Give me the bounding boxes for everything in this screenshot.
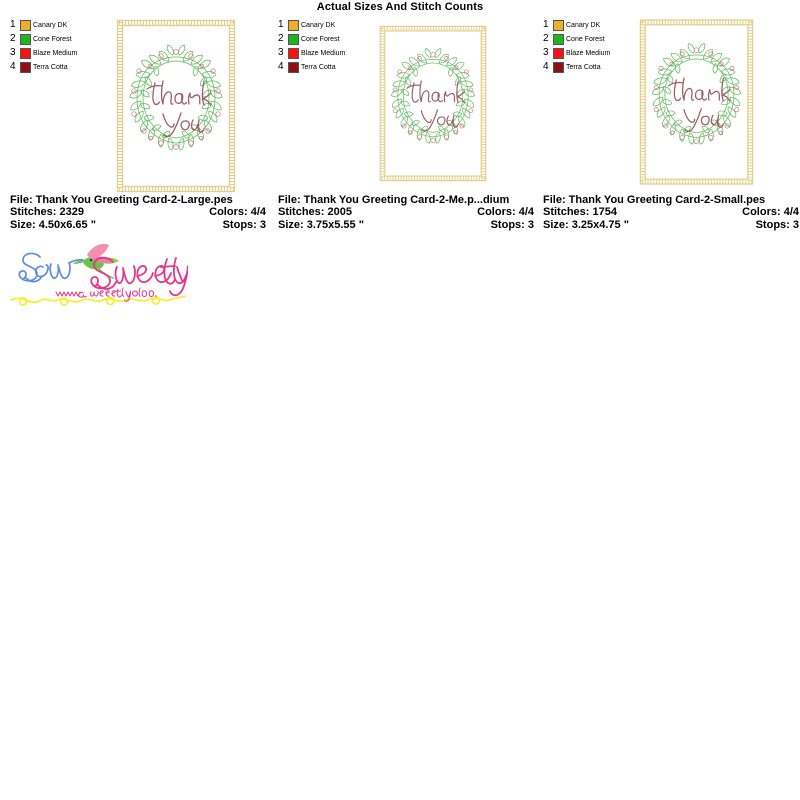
design-info-medium: File: Thank You Greeting Card-2-Me.p...d…	[278, 194, 534, 231]
design-info-small: File: Thank You Greeting Card-2-Small.pe…	[543, 194, 799, 231]
legend-label: Terra Cotta	[566, 63, 601, 71]
design-colors: Colors: 4/4	[477, 206, 534, 219]
design-stitches-colors: Stitches: 2329 Colors: 4/4	[10, 206, 266, 218]
design-file-name: File: Thank You Greeting Card-2-Large.pe…	[10, 194, 233, 206]
legend-swatch-canary-dk	[288, 19, 299, 31]
legend-row: 4 Terra Cotta	[278, 60, 368, 74]
design-stitches: Stitches: 2329	[10, 206, 84, 219]
design-file-name: File: Thank You Greeting Card-2-Small.pe…	[543, 194, 766, 206]
legend-row: 3 Blaze Medium	[543, 46, 633, 60]
design-file-name: File: Thank You Greeting Card-2-Me.p...d…	[278, 194, 510, 206]
legend-index: 2	[10, 33, 16, 44]
design-colors: Colors: 4/4	[742, 206, 799, 219]
legend-index: 3	[10, 47, 16, 58]
legend-swatch-terra-cotta	[288, 61, 299, 73]
embroidery-artwork	[115, 18, 237, 194]
legend-index: 1	[278, 19, 284, 30]
logo-bird-icon	[73, 244, 119, 279]
legend-row: 1 Canary DK	[10, 18, 100, 32]
color-legend: 1 Canary DK 2 Cone Forest 3 Blaze Medium…	[278, 18, 368, 74]
legend-label: Blaze Medium	[301, 49, 346, 57]
logo-word-sew	[18, 252, 84, 283]
legend-label: Cone Forest	[301, 35, 340, 43]
design-preview-large	[115, 18, 237, 194]
design-size: Size: 3.75x5.55 "	[278, 218, 364, 231]
legend-swatch-cone-forest	[553, 33, 564, 45]
legend-label: Cone Forest	[33, 35, 72, 43]
design-size-stops: Size: 3.25x4.75 " Stops: 3	[543, 219, 799, 231]
page-title: Actual Sizes And Stitch Counts	[316, 1, 484, 13]
design-stitches-colors: Stitches: 1754 Colors: 4/4	[543, 206, 799, 218]
legend-swatch-terra-cotta	[553, 61, 564, 73]
legend-row: 4 Terra Cotta	[543, 60, 633, 74]
legend-row: 1 Canary DK	[278, 18, 368, 32]
logo-word-sweetly	[90, 256, 188, 297]
color-legend: 1 Canary DK 2 Cone Forest 3 Blaze Medium…	[543, 18, 633, 74]
legend-row: 3 Blaze Medium	[278, 46, 368, 60]
design-size: Size: 4.50x6.65 "	[10, 218, 96, 231]
legend-swatch-blaze-medium	[288, 47, 299, 59]
design-stops: Stops: 3	[222, 218, 266, 231]
design-stitches-colors: Stitches: 2005 Colors: 4/4	[278, 206, 534, 218]
legend-swatch-canary-dk	[20, 19, 31, 31]
legend-index: 2	[278, 33, 284, 44]
legend-label: Blaze Medium	[566, 49, 611, 57]
legend-row: 1 Canary DK	[543, 18, 633, 32]
legend-swatch-cone-forest	[20, 33, 31, 45]
legend-row: 2 Cone Forest	[278, 32, 368, 46]
legend-row: 4 Terra Cotta	[10, 60, 100, 74]
design-size: Size: 3.25x4.75 "	[543, 218, 629, 231]
legend-index: 2	[543, 33, 549, 44]
legend-index: 4	[543, 61, 549, 72]
logo-artwork	[10, 244, 188, 306]
design-size-stops: Size: 4.50x6.65 " Stops: 3	[10, 219, 266, 231]
legend-row: 2 Cone Forest	[543, 32, 633, 46]
legend-label: Terra Cotta	[301, 63, 336, 71]
logo-website-text	[55, 287, 157, 302]
legend-index: 4	[10, 61, 16, 72]
embroidery-artwork	[378, 23, 488, 184]
design-stops: Stops: 3	[755, 218, 799, 231]
design-stitches: Stitches: 1754	[543, 206, 617, 219]
design-stitches: Stitches: 2005	[278, 206, 352, 219]
logo-swirl-icon	[10, 295, 186, 306]
legend-label: Cone Forest	[566, 35, 605, 43]
legend-label: Canary DK	[301, 21, 336, 29]
legend-swatch-blaze-medium	[20, 47, 31, 59]
legend-label: Canary DK	[566, 21, 601, 29]
design-preview-medium	[378, 22, 488, 185]
legend-index: 4	[278, 61, 284, 72]
legend-swatch-cone-forest	[288, 33, 299, 45]
legend-swatch-blaze-medium	[553, 47, 564, 59]
design-colors: Colors: 4/4	[209, 206, 266, 219]
legend-index: 3	[543, 47, 549, 58]
legend-label: Canary DK	[33, 21, 68, 29]
legend-index: 1	[10, 19, 16, 30]
legend-index: 1	[543, 19, 549, 30]
design-stops: Stops: 3	[490, 218, 534, 231]
design-preview-small	[638, 16, 755, 188]
design-size-stops: Size: 3.75x5.55 " Stops: 3	[278, 219, 534, 231]
legend-row: 3 Blaze Medium	[10, 46, 100, 60]
legend-label: Blaze Medium	[33, 49, 78, 57]
legend-row: 2 Cone Forest	[10, 32, 100, 46]
legend-swatch-canary-dk	[553, 19, 564, 31]
legend-swatch-terra-cotta	[20, 61, 31, 73]
sew-sweetly-logo	[8, 236, 188, 310]
design-info-large: File: Thank You Greeting Card-2-Large.pe…	[10, 194, 266, 231]
legend-index: 3	[278, 47, 284, 58]
color-legend: 1 Canary DK 2 Cone Forest 3 Blaze Medium…	[10, 18, 100, 74]
embroidery-artwork	[638, 16, 755, 188]
legend-label: Terra Cotta	[33, 63, 68, 71]
